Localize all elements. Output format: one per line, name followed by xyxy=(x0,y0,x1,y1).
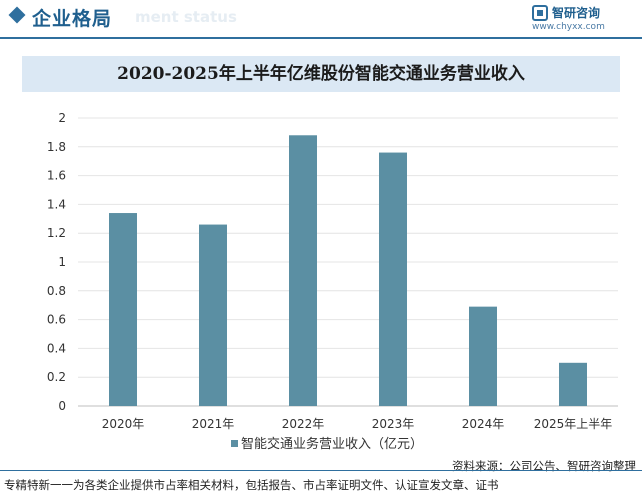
brand: 智研咨询 www.chyxx.com xyxy=(532,3,632,33)
section-title: 企业格局 xyxy=(32,8,113,30)
bar-layer xyxy=(109,135,587,406)
x-tick-label: 2020年 xyxy=(102,417,145,431)
chart-title: 2020-2025年上半年亿维股份智能交通业务营业收入 xyxy=(117,64,525,84)
bar xyxy=(289,135,317,406)
y-tick-label: 1.8 xyxy=(47,140,66,154)
x-tick-label: 2021年 xyxy=(192,417,235,431)
y-tick-label: 1.4 xyxy=(47,197,66,211)
brand-url: www.chyxx.com xyxy=(532,22,605,32)
bar xyxy=(469,306,497,406)
chart-title-band xyxy=(22,56,620,92)
legend-swatch xyxy=(231,440,238,447)
y-tick-label: 0.8 xyxy=(47,284,66,298)
brand-logo-icon xyxy=(532,5,548,21)
x-tick-layer: 2020年 2021年 2022年 2023年 2024年 2025年上半年 xyxy=(102,417,613,431)
legend: 智能交通业务营业收入（亿元） xyxy=(231,436,423,452)
x-tick-label: 2022年 xyxy=(282,417,325,431)
x-tick-label: 2024年 xyxy=(462,417,505,431)
brand-name: 智研咨询 xyxy=(552,6,601,20)
y-tick-label: 1.6 xyxy=(47,169,66,183)
y-tick-label: 0.2 xyxy=(47,370,66,384)
bar xyxy=(379,152,407,406)
footer-tagline: 专精特新一一为各类企业提供市占率相关材料，包括报告、市占率证明文件、认证宣发文章… xyxy=(4,478,499,492)
section-subtitle: ment status xyxy=(135,8,237,26)
bar xyxy=(199,224,227,406)
y-tick-label: 1.2 xyxy=(47,226,66,240)
source-note: 资料来源：公司公告、智研咨询整理 xyxy=(452,459,636,473)
bar xyxy=(559,362,587,406)
y-tick-label: 0 xyxy=(58,399,66,413)
header-divider xyxy=(0,37,642,39)
header: ment status 企业格局 智研咨询 www.chyxx.com xyxy=(0,0,642,36)
y-tick-label: 2 xyxy=(58,111,66,125)
y-tick-label: 1 xyxy=(58,255,66,269)
bar xyxy=(109,213,137,406)
x-tick-label: 2023年 xyxy=(372,417,415,431)
footer-divider xyxy=(0,470,642,471)
y-tick-layer: 0 0.2 0.4 0.6 0.8 1 1.2 1.4 1.6 1.8 2 xyxy=(47,111,66,413)
x-tick-label: 2025年上半年 xyxy=(534,417,613,431)
y-tick-label: 0.6 xyxy=(47,313,66,327)
grid-layer xyxy=(78,117,618,407)
y-tick-label: 0.4 xyxy=(47,341,66,355)
legend-label: 智能交通业务营业收入（亿元） xyxy=(241,436,423,452)
